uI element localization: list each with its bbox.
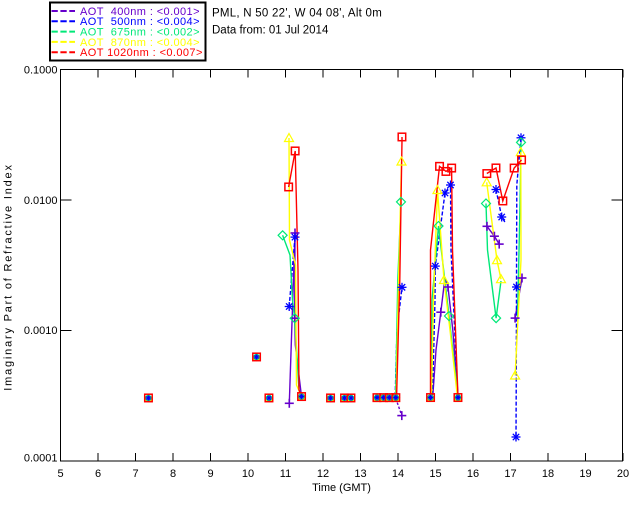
svg-text:13: 13: [354, 468, 366, 480]
svg-text:11: 11: [280, 468, 291, 480]
svg-text:Data from: 01 Jul 2014: Data from: 01 Jul 2014: [212, 25, 329, 37]
svg-text:0.0001: 0.0001: [24, 453, 58, 465]
svg-text:17: 17: [504, 468, 516, 480]
svg-text:AOT 500nm : <0.004>: AOT 500nm : <0.004>: [80, 16, 200, 28]
svg-text:16: 16: [467, 468, 479, 480]
svg-text:0.1000: 0.1000: [24, 64, 58, 76]
svg-text:0.0010: 0.0010: [24, 325, 58, 337]
svg-text:9: 9: [207, 468, 213, 480]
svg-text:15: 15: [429, 468, 441, 480]
svg-text:18: 18: [542, 468, 554, 480]
svg-text:19: 19: [579, 468, 591, 480]
svg-text:10: 10: [242, 468, 254, 480]
svg-text:Time (GMT): Time (GMT): [312, 482, 371, 494]
svg-text:12: 12: [317, 468, 329, 480]
svg-text:20: 20: [617, 468, 629, 480]
svg-text:AOT 870nm : <0.004>: AOT 870nm : <0.004>: [80, 37, 200, 49]
svg-text:8: 8: [170, 468, 176, 480]
svg-text:AOT 400nm : <0.001>: AOT 400nm : <0.001>: [80, 6, 200, 18]
svg-text:14: 14: [392, 468, 404, 480]
svg-text:AOT 675nm : <0.002>: AOT 675nm : <0.002>: [80, 27, 200, 39]
svg-text:Imaginary Part of Refractive I: Imaginary Part of Refractive Index: [3, 163, 15, 391]
svg-text:6: 6: [95, 468, 101, 480]
svg-text:PML, N 50 22', W 04 08', Alt 0: PML, N 50 22', W 04 08', Alt 0m: [212, 8, 382, 20]
svg-text:AOT 1020nm : <0.007>: AOT 1020nm : <0.007>: [80, 47, 203, 59]
svg-text:5: 5: [57, 468, 63, 480]
svg-text:7: 7: [132, 468, 138, 480]
svg-text:0.0100: 0.0100: [24, 195, 58, 207]
